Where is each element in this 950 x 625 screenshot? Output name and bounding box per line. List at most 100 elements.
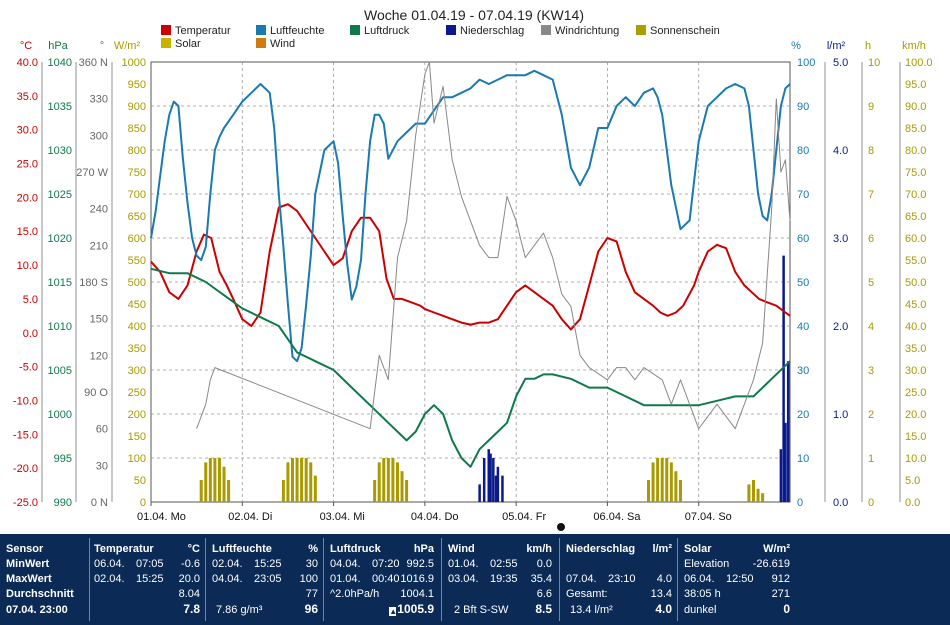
humidity-min-time: 15:25: [254, 558, 282, 570]
sunshine-tick-label: 5: [868, 277, 874, 289]
wind_direction-tick-label: 0 N: [91, 497, 108, 509]
solar-axis-unit: W/m²: [114, 40, 141, 52]
wind_direction-tick-label: 270 W: [76, 167, 108, 179]
bar-sunshine: [382, 458, 386, 502]
precipitation-total-label: Gesamt:: [566, 588, 608, 600]
pressure-tick-label: 1000: [48, 409, 72, 421]
bar-sunshine: [373, 480, 377, 502]
bar-sunshine: [281, 480, 285, 502]
temperature-header: Temperatur: [94, 543, 154, 555]
precipitation-axis-unit: l/m²: [827, 40, 846, 52]
wind-min-time: 02:55: [490, 558, 518, 570]
bar-sunshine: [651, 462, 655, 502]
bar-precipitation: [492, 458, 495, 502]
precipitation-header: Niederschlag: [566, 543, 636, 555]
solar-tick-label: 300: [128, 365, 146, 377]
wind-min-value: 0.0: [536, 558, 552, 570]
legend-item: Temperatur: [161, 25, 231, 37]
wind_direction-tick-label: 300: [90, 130, 108, 142]
pressure-avg-value: 1004.1: [400, 588, 434, 600]
temperature-tick-label: 40.0: [17, 57, 38, 69]
bar-sunshine: [290, 458, 294, 502]
bar-precipitation: [786, 361, 790, 502]
wind_speed-axis-unit: km/h: [902, 40, 926, 52]
temperature-tick-label: 0.0: [23, 328, 38, 340]
wind_direction-tick-label: 150: [90, 314, 108, 326]
humidity-tick-label: 90: [797, 101, 809, 113]
wind-max-time: 19:35: [490, 573, 518, 585]
temperature-min-time: 07:05: [136, 558, 164, 570]
wind_direction-tick-label: 120: [90, 350, 108, 362]
precipitation-max-value: 4.0: [656, 573, 672, 585]
wind_direction-tick-label: 210: [90, 240, 108, 252]
humidity-unit: %: [308, 543, 318, 555]
wind_direction-tick-label: 90 O: [84, 387, 108, 399]
temperature-tick-label: 15.0: [17, 226, 38, 238]
wind-beaufort: 2 Bft S-SW: [454, 604, 509, 616]
bar-sunshine: [304, 458, 308, 502]
temperature-avg-value: 8.04: [178, 588, 200, 600]
wind_direction-tick-label: 360 N: [79, 57, 108, 69]
wind_speed-tick-label: 35.0: [905, 343, 926, 355]
wind_speed-tick-label: 0.0: [905, 497, 920, 509]
wind_speed-tick-label: 95.0: [905, 79, 926, 91]
wind_speed-tick-label: 70.0: [905, 189, 926, 201]
wind_direction-tick-label: 330: [90, 94, 108, 106]
bar-sunshine: [674, 471, 678, 502]
humidity-axis-unit: %: [791, 40, 801, 52]
legend-item: Wind: [256, 38, 295, 50]
wind_speed-tick-label: 15.0: [905, 431, 926, 443]
bar-precipitation: [489, 453, 492, 502]
pressure-tick-label: 1020: [48, 233, 72, 245]
solar-max-value: 912: [771, 573, 790, 585]
summary-col-sensor: Sensor MinWert MaxWert Durchschnitt 07.0…: [6, 538, 86, 621]
bar-sunshine: [660, 458, 664, 502]
pressure-current-value: 1005.9: [397, 602, 434, 616]
humidity-tick-label: 50: [797, 277, 809, 289]
summary-col-solar: Solar W/m² Elevation -26.619 06.04. 12:5…: [684, 538, 790, 621]
humidity-avg-value: 77: [305, 588, 318, 600]
sunshine-tick-label: 8: [868, 145, 874, 157]
legend-item: Luftfeuchte: [256, 25, 324, 37]
bar-precipitation: [482, 458, 486, 502]
sensor-avg-label: Durchschnitt: [6, 588, 74, 600]
temperature-min-value: -0.6: [181, 558, 200, 570]
temperature-min-date: 06.04.: [94, 558, 125, 570]
bar-sunshine: [756, 488, 760, 502]
wind_speed-tick-label: 80.0: [905, 145, 926, 157]
humidity-tick-label: 80: [797, 145, 809, 157]
sunshine-axis-unit: h: [865, 40, 871, 52]
solar-current-value: 0: [783, 602, 790, 616]
solar-tick-label: 900: [128, 101, 146, 113]
x-axis: 01.04. Mo 02.04. Di 03.04. Mi 04.04. Do 05.0…: [137, 502, 732, 523]
wind_speed-tick-label: 30.0: [905, 365, 926, 377]
solar-tick-label: 450: [128, 299, 146, 311]
solar-elevation-label: Elevation: [684, 558, 730, 570]
wind-min-date: 01.04.: [448, 558, 479, 570]
solar-sunshine-hours: 38:05 h: [684, 588, 721, 600]
temperature-tick-label: 5.0: [23, 294, 38, 306]
humidity-tick-label: 60: [797, 233, 809, 245]
wind_speed-tick-label: 25.0: [905, 387, 926, 399]
bar-sunshine: [647, 480, 651, 502]
bar-sunshine: [395, 462, 399, 502]
legend-label: Luftfeuchte: [270, 25, 324, 37]
bar-sunshine: [656, 458, 660, 502]
wind-header: Wind: [448, 543, 475, 555]
weather-chart: Woche 01.04.19 - 07.04.19 (KW14) Tempera…: [13, 7, 933, 531]
wind_direction-tick-label: 60: [96, 424, 108, 436]
wind-current-value: 8.5: [535, 602, 552, 616]
humidity-tick-label: 30: [797, 365, 809, 377]
x-tick-label: 04.04. Do: [411, 511, 459, 523]
solar-tick-label: 1000: [122, 57, 146, 69]
pressure-tick-label: 1040: [48, 57, 72, 69]
x-tick-label: 01.04. Mo: [137, 511, 186, 523]
wind_speed-tick-label: 75.0: [905, 167, 926, 179]
wind-unit: km/h: [526, 543, 552, 555]
line-pressure: [150, 267, 791, 468]
pressure-max-time: 00:40: [372, 573, 400, 585]
precipitation-total-value: 13.4: [650, 588, 672, 600]
wind_direction-tick-label: 30: [96, 460, 108, 472]
wind_speed-tick-label: 100.0: [905, 57, 933, 69]
solar-tick-label: 400: [128, 321, 146, 333]
